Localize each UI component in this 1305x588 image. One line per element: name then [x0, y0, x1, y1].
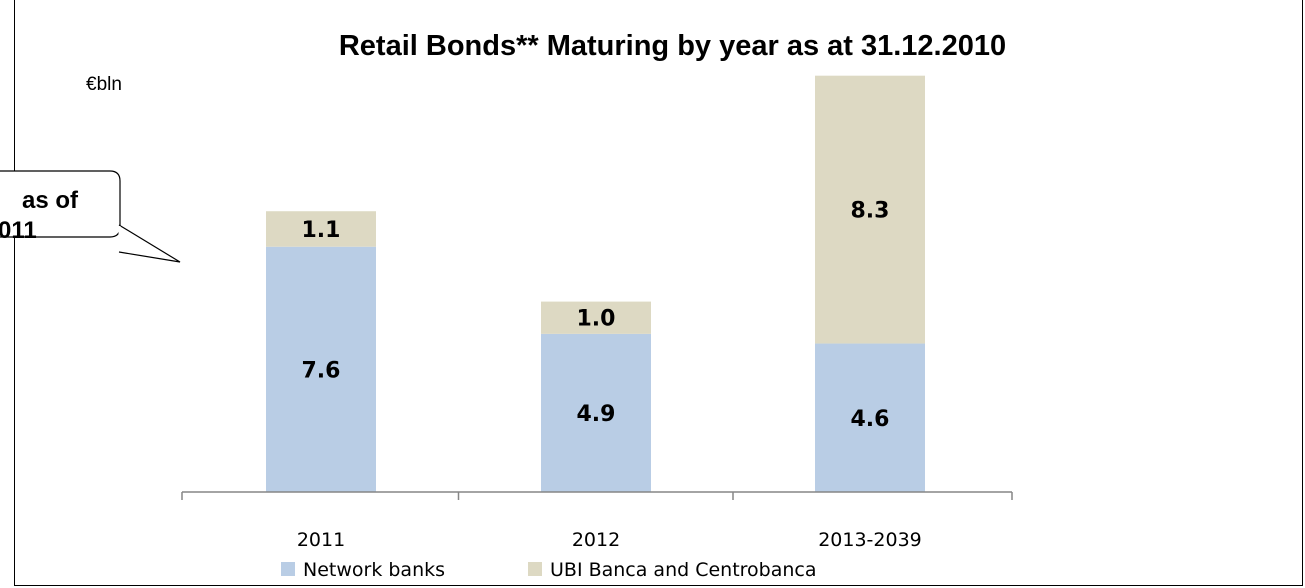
callout-bubble: [0, 170, 181, 263]
data-label-network-banks-2011: 7.6: [302, 358, 341, 383]
data-label-ubi-banca-2011: 1.1: [302, 218, 341, 243]
legend-swatch-ubi-banca: [528, 562, 542, 576]
legend-label-ubi-banca: UBI Banca and Centrobanca: [550, 559, 817, 581]
unit-label: €bln: [86, 74, 122, 95]
data-label-network-banks-2012: 4.9: [577, 402, 616, 427]
bar-ubi-banca-2011: [266, 211, 376, 247]
bar-ubi-banca-2013-2039: [815, 75, 925, 344]
chart-title: Retail Bonds** Maturing by year as at 31…: [338, 30, 1007, 62]
bar-ubi-banca-2012: [541, 301, 651, 334]
bar-network-banks-2011: [266, 246, 376, 492]
data-label-network-banks-2013-2039: 4.6: [851, 407, 890, 432]
chart-frame: [14, 0, 1303, 586]
legend-label-network-banks: Network banks: [303, 559, 445, 581]
legend-swatch-network-banks: [281, 562, 295, 576]
bar-network-banks-2012: [541, 333, 651, 492]
data-label-ubi-banca-2012: 1.0: [577, 307, 616, 332]
callout-line-2: 011: [0, 217, 37, 244]
x-tick-label-2011: 2011: [297, 529, 345, 551]
x-tick-label-2012: 2012: [572, 529, 620, 551]
data-label-ubi-banca-2013-2039: 8.3: [851, 199, 890, 224]
bar-network-banks-2013-2039: [815, 343, 925, 492]
x-tick-label-2013-2039: 2013-2039: [818, 529, 922, 551]
callout-line-1: as of: [22, 187, 79, 214]
